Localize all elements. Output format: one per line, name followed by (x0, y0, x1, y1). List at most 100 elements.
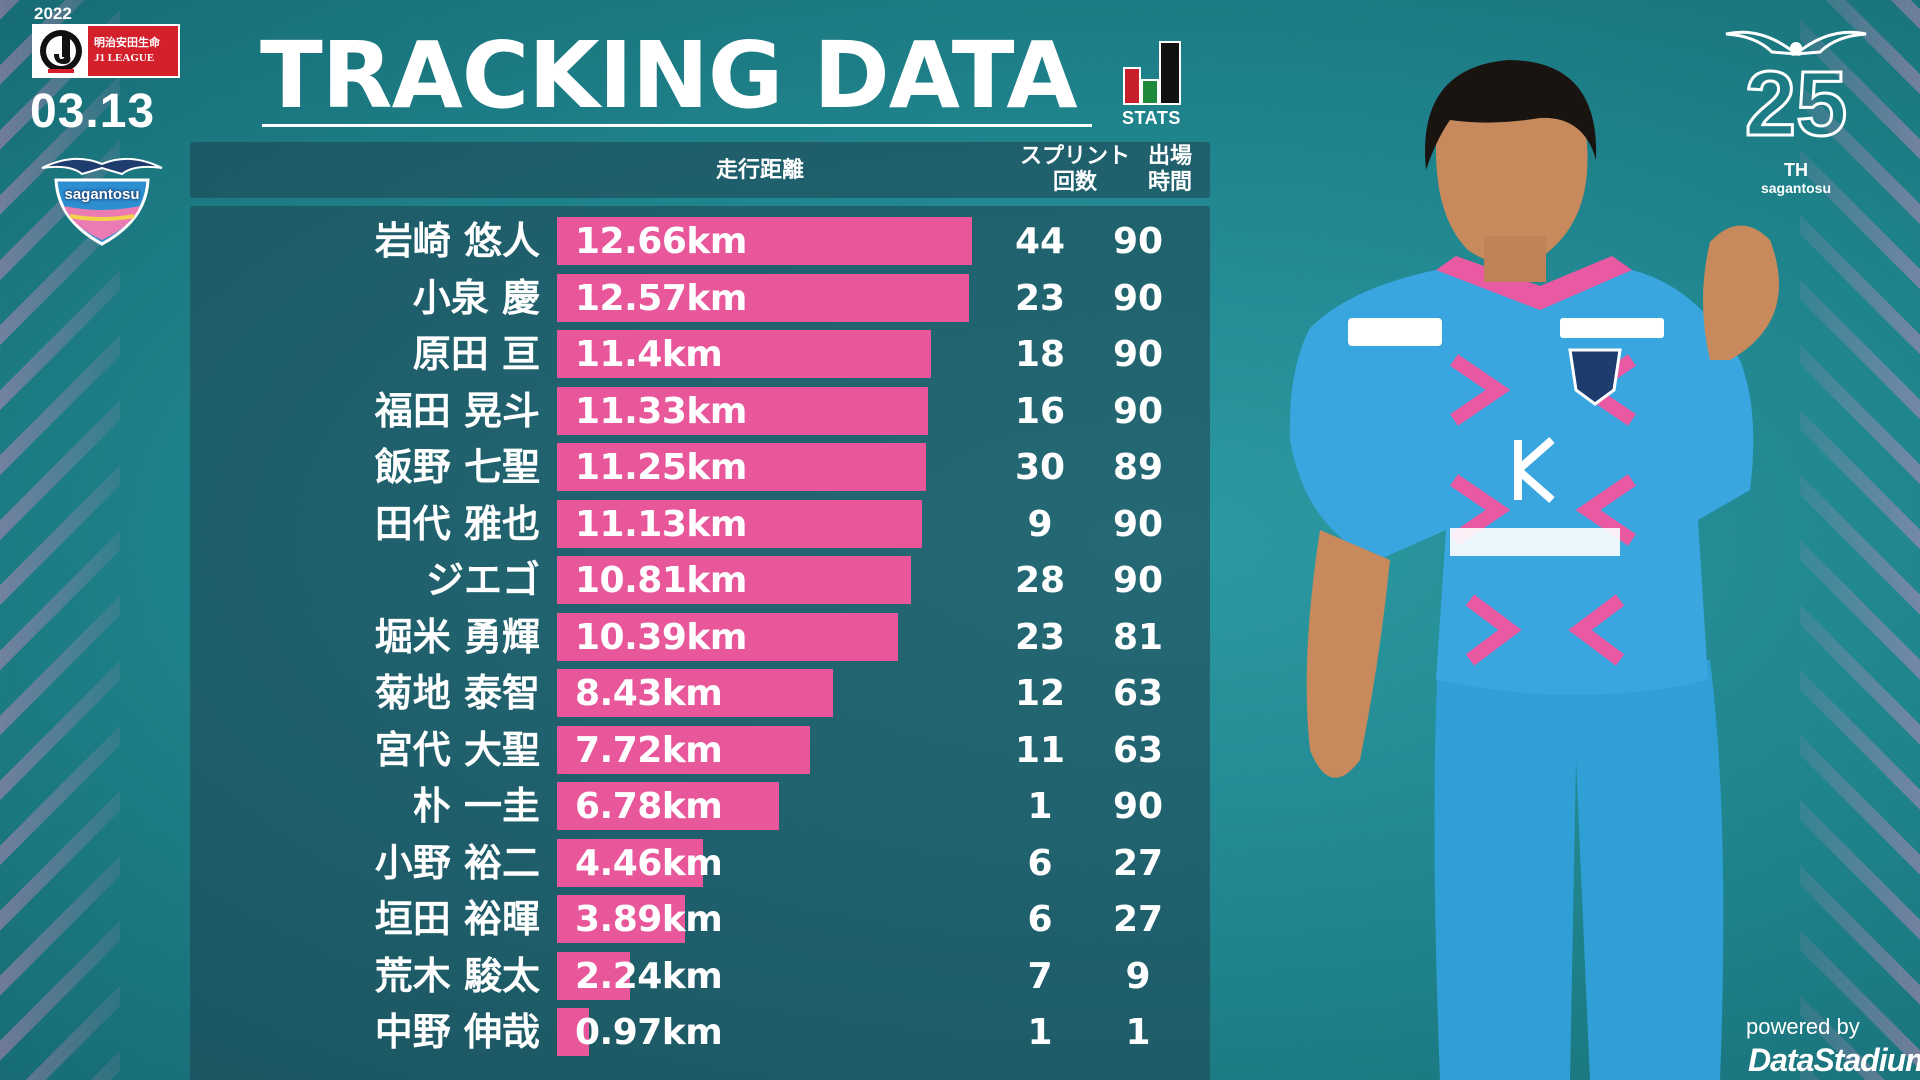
distance-label: 0.97km (575, 1012, 723, 1053)
player-name: 原田 亘 (412, 332, 540, 376)
player-name: 中野 伸哉 (374, 1010, 540, 1054)
distance-label: 12.57km (575, 277, 747, 319)
table-row: 朴 一圭 6.78km 1 90 (190, 781, 1210, 831)
minutes-played: 89 (1112, 447, 1164, 488)
table-row: 小泉 慶 12.57km 23 90 (190, 273, 1210, 323)
player-name: 小泉 慶 (412, 275, 540, 320)
table-row: 堀米 勇輝 10.39km 23 81 (190, 612, 1210, 662)
data-provider-logo: DataStadium (1748, 1042, 1920, 1078)
sprint-count: 28 (1014, 560, 1066, 601)
player-name: 堀米 勇輝 (374, 614, 540, 659)
distance-label: 11.33km (575, 390, 747, 432)
club-crest-logo: sagantosu (34, 150, 170, 246)
minutes-played: 1 (1125, 1012, 1151, 1053)
table-row: 垣田 裕暉 3.89km 6 27 (190, 894, 1210, 944)
player-name: 福田 晃斗 (374, 388, 540, 433)
minutes-played: 63 (1112, 673, 1164, 714)
player-name: 菊地 泰智 (374, 671, 540, 715)
column-header-sprints: スプリント 回数 (1019, 144, 1130, 195)
league-name-text: J1 LEAGUE (94, 52, 155, 64)
j-league-mark-icon (34, 26, 88, 76)
table-row: 飯野 七聖 11.25km 30 89 (190, 442, 1210, 492)
distance-label: 6.78km (575, 786, 723, 827)
distance-bar (557, 330, 931, 378)
sprint-count: 1 (1027, 786, 1053, 827)
distance-label: 11.13km (575, 503, 747, 545)
sprint-count: 23 (1014, 277, 1066, 319)
minutes-played: 90 (1112, 560, 1164, 601)
minutes-played: 90 (1112, 390, 1164, 432)
wings-icon (1725, 30, 1867, 56)
distance-bar (557, 669, 834, 717)
distance-bar (557, 273, 970, 322)
player-photo (1289, 60, 1779, 1080)
sprint-count: 30 (1014, 447, 1066, 488)
minutes-played: 81 (1112, 616, 1164, 658)
right-stripe-decoration (1800, 0, 1920, 1080)
season-year: 2022 (34, 4, 72, 23)
table-header: 走行距離 スプリント 回数 出場 時間 (190, 142, 1210, 198)
sprint-count: 44 (1014, 221, 1066, 262)
distance-label: 8.43km (575, 673, 723, 714)
minutes-played: 27 (1112, 842, 1164, 884)
minutes-played: 90 (1112, 221, 1164, 262)
page-title: TRACKING DATA (260, 22, 1078, 129)
sprint-count: 23 (1014, 616, 1066, 658)
player-name: 岩崎 悠人 (374, 219, 540, 263)
distance-label: 7.72km (575, 729, 723, 771)
sprint-count: 11 (1014, 729, 1066, 771)
column-header-distance: 走行距離 (715, 158, 804, 183)
distance-label: 11.4km (575, 334, 723, 375)
minutes-played: 90 (1112, 334, 1164, 375)
minutes-played: 27 (1112, 899, 1164, 940)
league-sponsor-text: 明治安田生命 (94, 36, 160, 49)
distance-bar (557, 217, 972, 265)
minutes-played: 90 (1112, 277, 1164, 319)
table-row: 岩崎 悠人 12.66km 44 90 (190, 216, 1210, 266)
stats-logo-text: STATS (1122, 108, 1181, 128)
distance-bar (557, 951, 631, 1000)
distance-label: 10.39km (575, 616, 747, 658)
player-name: 朴 一圭 (412, 784, 540, 828)
anniversary-suffix: TH (1784, 160, 1808, 180)
distance-bar (557, 612, 898, 661)
minutes-played: 9 (1125, 955, 1151, 997)
stats-logo: STATS (1118, 38, 1190, 130)
crest-emblem-icon (41, 157, 163, 246)
sprint-count: 1 (1027, 1012, 1053, 1053)
table-row: 原田 亘 11.4km 18 90 (190, 329, 1210, 379)
minutes-played: 63 (1112, 729, 1164, 771)
minutes-played: 90 (1112, 786, 1164, 827)
title-underline (262, 124, 1092, 127)
table-row: 小野 裕二 4.46km 6 27 (190, 838, 1210, 888)
table-row: 菊地 泰智 8.43km 12 63 (190, 668, 1210, 718)
j-league-logo: 明治安田生命 J1 LEAGUE (32, 24, 180, 78)
sprint-count: 16 (1014, 390, 1066, 432)
distance-bar (557, 838, 704, 887)
player-name: 小野 裕二 (374, 840, 540, 885)
anniversary-logo: 25 TH sagantosu (1722, 24, 1870, 210)
distance-label: 12.66km (575, 221, 747, 262)
table-row: 田代 雅也 11.13km 9 90 (190, 499, 1210, 549)
anniversary-number: 25 (1743, 53, 1848, 155)
distance-bar (557, 386, 929, 435)
distance-label: 2.24km (575, 955, 723, 997)
bar-chart-icon (1123, 41, 1181, 105)
table-row: ジエゴ 10.81km 28 90 (190, 555, 1210, 605)
club-crest-name: sagantosu (64, 186, 140, 203)
distance-bar (557, 556, 912, 604)
player-name: 宮代 大聖 (374, 727, 540, 772)
player-name: 垣田 裕暉 (374, 897, 540, 941)
distance-bar (557, 443, 926, 491)
distance-bar (557, 499, 922, 548)
player-name: 田代 雅也 (374, 501, 540, 546)
tracking-data-table: 岩崎 悠人 12.66km 44 90 小泉 慶 12.57km 23 90 原田 亘 11.4k… (190, 206, 1210, 1080)
table-row: 荒木 駿太 2.24km 7 9 (190, 951, 1210, 1001)
table-row: 宮代 大聖 7.72km 11 63 (190, 725, 1210, 775)
minutes-played: 90 (1112, 503, 1164, 545)
player-name: ジエゴ (425, 558, 540, 602)
sprint-count: 9 (1027, 503, 1053, 545)
sprint-count: 6 (1027, 842, 1053, 884)
anniversary-club-name: sagantosu (1760, 180, 1831, 196)
table-row: 中野 伸哉 0.97km 1 1 (190, 1007, 1210, 1057)
